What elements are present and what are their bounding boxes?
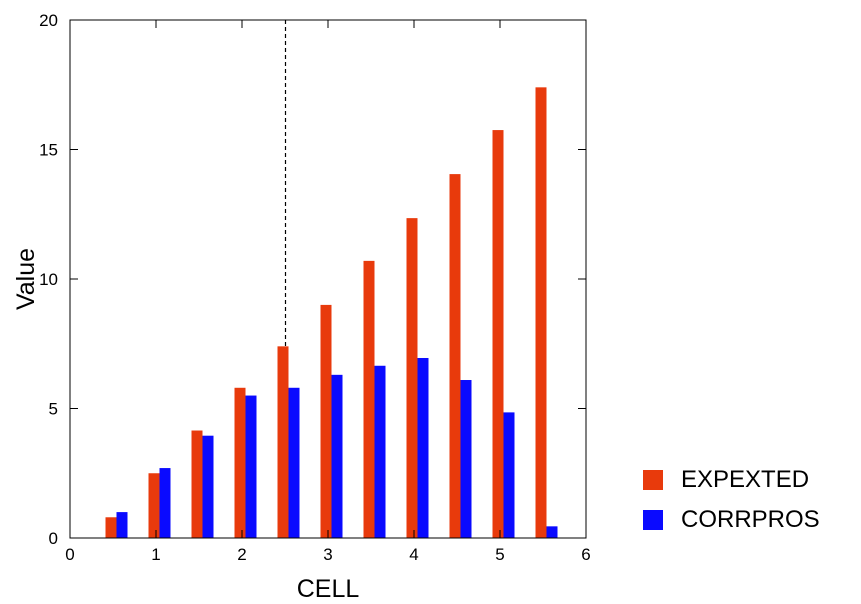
- y-tick-label: 20: [39, 11, 58, 30]
- bar-corrpros-2: [202, 435, 214, 538]
- x-tick-label: 5: [495, 545, 504, 564]
- legend: EXPEXTED CORRPROS: [643, 460, 820, 540]
- x-tick-label: 3: [323, 545, 332, 564]
- bar-corrpros-7: [417, 357, 429, 538]
- legend-label-expexted: EXPEXTED: [681, 466, 810, 493]
- bar-corrpros-6: [374, 365, 386, 538]
- y-tick-label: 0: [49, 529, 58, 548]
- bar-expexted-8: [449, 174, 461, 539]
- bar-expexted-1: [148, 473, 160, 538]
- plot-frame: [69, 19, 587, 539]
- x-tick-label: 4: [409, 545, 418, 564]
- bar-expexted-9: [492, 130, 504, 538]
- bar-expexted-0: [105, 517, 117, 538]
- bar-expexted-2: [191, 430, 203, 538]
- x-tick-label: 0: [65, 545, 74, 564]
- bar-corrpros-10: [546, 526, 558, 538]
- legend-swatch-corrpros: [643, 510, 663, 530]
- bar-expexted-5: [320, 304, 332, 538]
- bar-expexted-3: [234, 387, 246, 538]
- x-axis-title: CELL: [297, 575, 360, 603]
- bar-corrpros-5: [331, 374, 343, 538]
- y-axis-title: Value: [12, 248, 40, 310]
- bar-corrpros-0: [116, 512, 128, 538]
- bar-corrpros-9: [503, 412, 515, 538]
- x-tick-label: 6: [581, 545, 590, 564]
- legend-item-corrpros: CORRPROS: [643, 500, 820, 540]
- bar-expexted-6: [363, 260, 375, 538]
- x-tick-label: 1: [151, 545, 160, 564]
- bar-corrpros-4: [288, 387, 300, 538]
- bars-layer: [105, 87, 558, 539]
- bar-corrpros-3: [245, 395, 257, 538]
- x-tick-label: 2: [237, 545, 246, 564]
- bar-corrpros-8: [460, 380, 472, 538]
- bar-expexted-7: [406, 218, 418, 538]
- legend-label-corrpros: CORRPROS: [681, 506, 820, 533]
- bar-corrpros-1: [159, 468, 171, 538]
- bar-expexted-10: [535, 87, 547, 538]
- bar-expexted-4: [277, 346, 289, 538]
- y-tick-label: 15: [39, 141, 58, 160]
- legend-item-expexted: EXPEXTED: [643, 460, 820, 500]
- y-tick-label: 10: [39, 270, 58, 289]
- legend-swatch-expexted: [643, 470, 663, 490]
- y-tick-label: 5: [49, 400, 58, 419]
